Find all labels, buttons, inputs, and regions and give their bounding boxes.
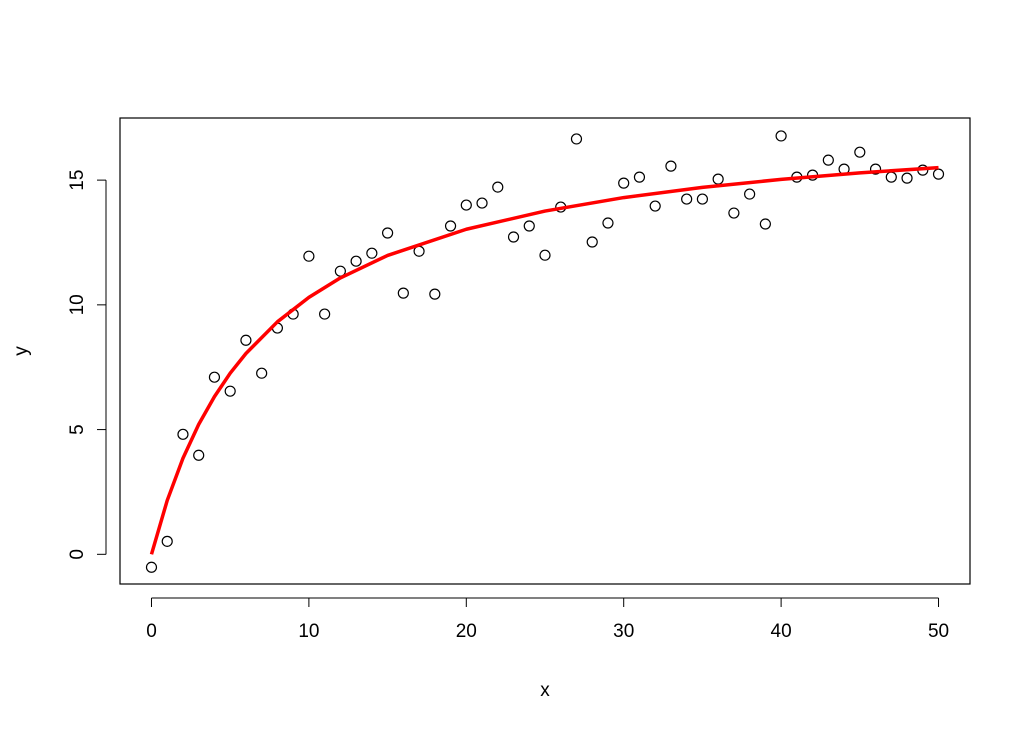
point [145,561,158,573]
point [256,367,268,379]
point [728,207,740,219]
point [665,160,677,172]
point [869,163,882,175]
point [381,227,394,239]
point [303,250,315,262]
point [240,334,252,346]
point [822,154,834,166]
x-axis-label: x [540,680,550,701]
point [161,535,173,547]
point [854,146,866,158]
point [712,173,724,185]
point [319,308,331,320]
point [476,197,488,209]
point [429,288,441,300]
point [618,177,630,189]
y-axis-label: y [11,346,32,356]
point [492,181,504,193]
point [177,428,189,440]
point [570,133,583,145]
fit-line [149,165,939,555]
point [539,249,551,261]
plot-box [119,117,971,585]
point [932,168,945,180]
point [523,220,535,232]
point [696,193,709,205]
point [759,218,771,230]
point [350,255,362,267]
point [649,200,661,212]
point [397,287,409,299]
point [901,172,913,184]
x-tick-label: 20 [456,621,477,642]
y-tick-label: 10 [67,294,88,315]
point [366,247,378,259]
point [885,171,897,183]
y-tick-label: 15 [67,170,88,191]
x-tick-label: 10 [298,621,319,642]
point [633,171,646,183]
point [602,217,614,229]
y-tick-label: 0 [67,549,88,560]
point [775,130,787,142]
point [507,231,520,243]
point [444,220,457,232]
x-tick-label: 40 [771,621,792,642]
point [681,193,693,205]
point [586,236,598,248]
y-tick-label: 5 [67,424,88,435]
point [208,371,221,383]
x-tick-label: 50 [928,621,949,642]
point [744,188,756,200]
point [460,199,472,211]
point [224,385,236,397]
point [193,449,205,461]
x-tick-label: 0 [146,621,157,642]
x-tick-label: 30 [613,621,634,642]
